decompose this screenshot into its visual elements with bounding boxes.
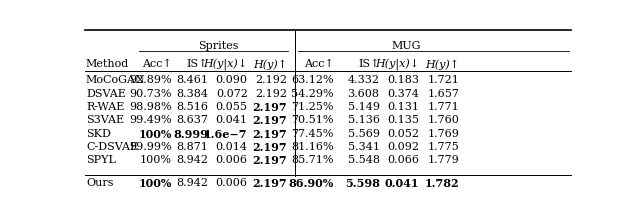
Text: H(y|x)↓: H(y|x)↓ <box>204 59 248 71</box>
Text: 1.657: 1.657 <box>428 89 460 99</box>
Text: Acc↑: Acc↑ <box>304 59 334 69</box>
Text: 8.871: 8.871 <box>176 142 208 152</box>
Text: 99.99%: 99.99% <box>129 142 172 152</box>
Text: 100%: 100% <box>138 178 172 189</box>
Text: 8.999: 8.999 <box>173 129 208 139</box>
Text: 0.006: 0.006 <box>216 155 248 165</box>
Text: 8.384: 8.384 <box>176 89 208 99</box>
Text: Sprites: Sprites <box>198 41 238 51</box>
Text: 5.136: 5.136 <box>348 115 380 125</box>
Text: 2.192: 2.192 <box>255 89 287 99</box>
Text: 0.066: 0.066 <box>387 155 419 165</box>
Text: 0.090: 0.090 <box>216 75 248 85</box>
Text: 90.73%: 90.73% <box>129 89 172 99</box>
Text: H(y|x)↓: H(y|x)↓ <box>375 59 419 71</box>
Text: S3VAE: S3VAE <box>86 115 124 125</box>
Text: 0.052: 0.052 <box>387 129 419 139</box>
Text: MUG: MUG <box>392 41 421 51</box>
Text: SPYL: SPYL <box>86 155 116 165</box>
Text: Method: Method <box>86 59 129 69</box>
Text: 3.608: 3.608 <box>348 89 380 99</box>
Text: 81.16%: 81.16% <box>291 142 334 152</box>
Text: 2.192: 2.192 <box>255 75 287 85</box>
Text: 1.769: 1.769 <box>428 129 460 139</box>
Text: 92.89%: 92.89% <box>129 75 172 85</box>
Text: 5.341: 5.341 <box>348 142 380 152</box>
Text: 4.332: 4.332 <box>348 75 380 85</box>
Text: 63.12%: 63.12% <box>291 75 334 85</box>
Text: 70.51%: 70.51% <box>291 115 334 125</box>
Text: 5.149: 5.149 <box>348 102 380 112</box>
Text: 0.135: 0.135 <box>387 115 419 125</box>
Text: 5.569: 5.569 <box>348 129 380 139</box>
Text: 1.775: 1.775 <box>428 142 460 152</box>
Text: 2.197: 2.197 <box>253 178 287 189</box>
Text: 2.197: 2.197 <box>253 115 287 126</box>
Text: 0.072: 0.072 <box>216 89 248 99</box>
Text: 5.598: 5.598 <box>345 178 380 189</box>
Text: 98.98%: 98.98% <box>129 102 172 112</box>
Text: DSVAE: DSVAE <box>86 89 126 99</box>
Text: 0.131: 0.131 <box>387 102 419 112</box>
Text: C-DSVAE: C-DSVAE <box>86 142 138 152</box>
Text: 100%: 100% <box>138 129 172 139</box>
Text: 1.760: 1.760 <box>428 115 460 125</box>
Text: 5.548: 5.548 <box>348 155 380 165</box>
Text: Ours: Ours <box>86 178 113 188</box>
Text: 1.6e−7: 1.6e−7 <box>204 129 248 139</box>
Text: 0.374: 0.374 <box>387 89 419 99</box>
Text: 86.90%: 86.90% <box>289 178 334 189</box>
Text: 8.461: 8.461 <box>176 75 208 85</box>
Text: 0.006: 0.006 <box>216 178 248 188</box>
Text: H(y)↑: H(y)↑ <box>253 59 287 70</box>
Text: 1.721: 1.721 <box>428 75 460 85</box>
Text: 0.183: 0.183 <box>387 75 419 85</box>
Text: 0.041: 0.041 <box>385 178 419 189</box>
Text: 8.942: 8.942 <box>176 178 208 188</box>
Text: R-WAE: R-WAE <box>86 102 124 112</box>
Text: MoCoGAN: MoCoGAN <box>86 75 146 85</box>
Text: 8.637: 8.637 <box>176 115 208 125</box>
Text: 1.779: 1.779 <box>428 155 460 165</box>
Text: 8.516: 8.516 <box>176 102 208 112</box>
Text: 0.014: 0.014 <box>216 142 248 152</box>
Text: 99.49%: 99.49% <box>129 115 172 125</box>
Text: 2.197: 2.197 <box>253 129 287 139</box>
Text: SKD: SKD <box>86 129 111 139</box>
Text: 54.29%: 54.29% <box>291 89 334 99</box>
Text: 2.197: 2.197 <box>253 142 287 153</box>
Text: 100%: 100% <box>140 155 172 165</box>
Text: IS↑: IS↑ <box>186 59 208 69</box>
Text: 1.782: 1.782 <box>425 178 460 189</box>
Text: H(y)↑: H(y)↑ <box>426 59 460 70</box>
Text: IS↑: IS↑ <box>358 59 380 69</box>
Text: 77.45%: 77.45% <box>292 129 334 139</box>
Text: 85.71%: 85.71% <box>291 155 334 165</box>
Text: 8.942: 8.942 <box>176 155 208 165</box>
Text: 1.771: 1.771 <box>428 102 460 112</box>
Text: 0.055: 0.055 <box>216 102 248 112</box>
Text: 2.197: 2.197 <box>253 102 287 113</box>
Text: 2.197: 2.197 <box>253 155 287 166</box>
Text: Acc↑: Acc↑ <box>142 59 172 69</box>
Text: 0.092: 0.092 <box>387 142 419 152</box>
Text: 71.25%: 71.25% <box>291 102 334 112</box>
Text: 0.041: 0.041 <box>216 115 248 125</box>
